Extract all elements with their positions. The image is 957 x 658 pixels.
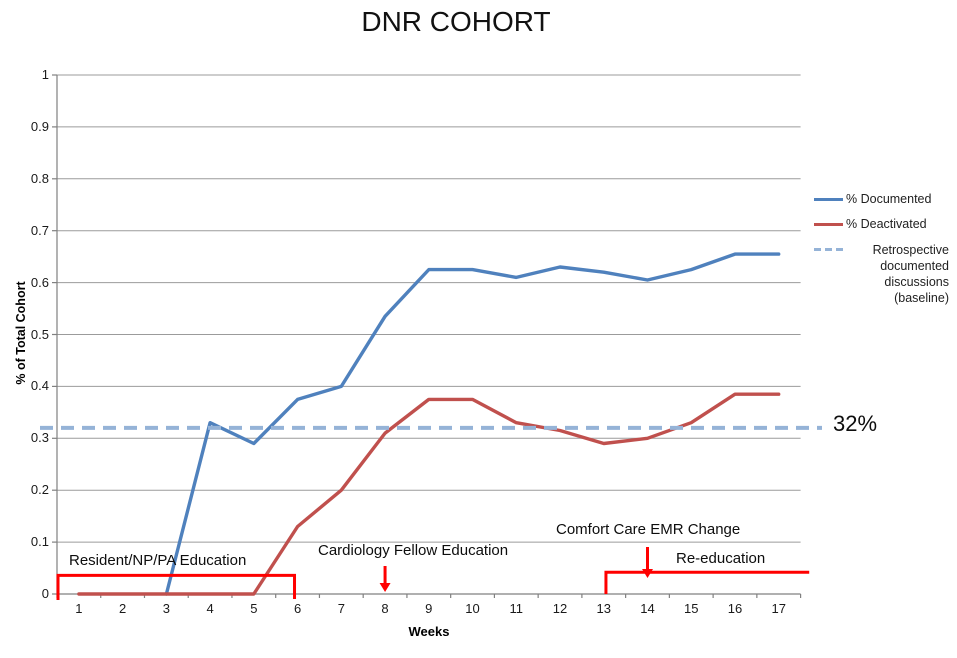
annotation-comfort-care-emr-label: Comfort Care EMR Change xyxy=(556,521,741,538)
legend-label-documented: % Documented xyxy=(846,192,932,206)
annotation-cardiology-education-label: Cardiology Fellow Education xyxy=(318,542,509,559)
annotation-bracket-reeducation xyxy=(604,570,810,594)
x-tick-label: 9 xyxy=(425,601,433,616)
y-tick-label: 0.4 xyxy=(30,378,49,394)
y-tick-label: 0.9 xyxy=(30,118,49,134)
deactivated-line-swatch xyxy=(814,222,843,226)
x-tick-label: 2 xyxy=(118,601,127,616)
y-tick-label: 0.3 xyxy=(30,430,49,446)
legend: % Documented % Deactivated Retrospective… xyxy=(814,192,954,317)
legend-item-deactivated: % Deactivated xyxy=(814,217,954,231)
x-tick-label: 10 xyxy=(465,601,480,616)
x-tick-label: 1 xyxy=(75,601,83,616)
x-tick-label: 12 xyxy=(552,601,568,616)
x-tick-label: 6 xyxy=(293,601,302,616)
x-tick-label: 11 xyxy=(509,601,524,616)
documented-line-swatch xyxy=(814,197,843,201)
legend-item-documented: % Documented xyxy=(814,192,954,206)
annotation-arrow-cardiology-head xyxy=(379,583,391,592)
legend-item-baseline: Retrospective documented discussions (ba… xyxy=(814,242,954,306)
annotation-resident-education-label: Resident/NP/PA Education xyxy=(69,552,247,569)
annotation-reeducation-label: Re-education xyxy=(676,550,766,567)
x-tick-label: 5 xyxy=(250,601,258,616)
chart-title: DNR COHORT xyxy=(361,6,551,37)
x-tick-label: 3 xyxy=(162,601,170,616)
baseline-value-label: 32% xyxy=(833,411,878,436)
annotation-bracket-resident xyxy=(56,573,297,600)
x-tick-label: 4 xyxy=(206,601,214,616)
legend-label-baseline: Retrospective documented discussions (ba… xyxy=(872,243,949,305)
x-tick-label: 13 xyxy=(596,601,611,616)
y-tick-label: 0.1 xyxy=(30,534,49,550)
x-tick-label: 17 xyxy=(771,601,786,616)
series-line--documented xyxy=(164,252,781,596)
annotation-arrow-comfort-head xyxy=(642,569,654,578)
legend-label-deactivated: % Deactivated xyxy=(846,217,927,231)
y-tick-label: 1 xyxy=(41,67,49,82)
x-tick-label: 16 xyxy=(727,601,743,616)
x-tick-label: 14 xyxy=(640,601,655,616)
series-line--deactivated xyxy=(77,392,781,596)
y-tick-label: 0 xyxy=(41,586,49,601)
x-axis-title: Weeks xyxy=(408,624,450,639)
x-tick-label: 8 xyxy=(381,601,389,616)
y-tick-label: 0.5 xyxy=(30,326,49,342)
y-tick-label: 0.8 xyxy=(30,170,49,186)
y-tick-label: 0.2 xyxy=(30,482,49,498)
x-tick-label: 15 xyxy=(684,601,699,616)
y-tick-label: 0.7 xyxy=(30,222,49,238)
baseline-dashed-swatch xyxy=(814,248,843,251)
x-tick-label: 7 xyxy=(337,601,345,616)
y-tick-label: 0.6 xyxy=(30,274,49,290)
